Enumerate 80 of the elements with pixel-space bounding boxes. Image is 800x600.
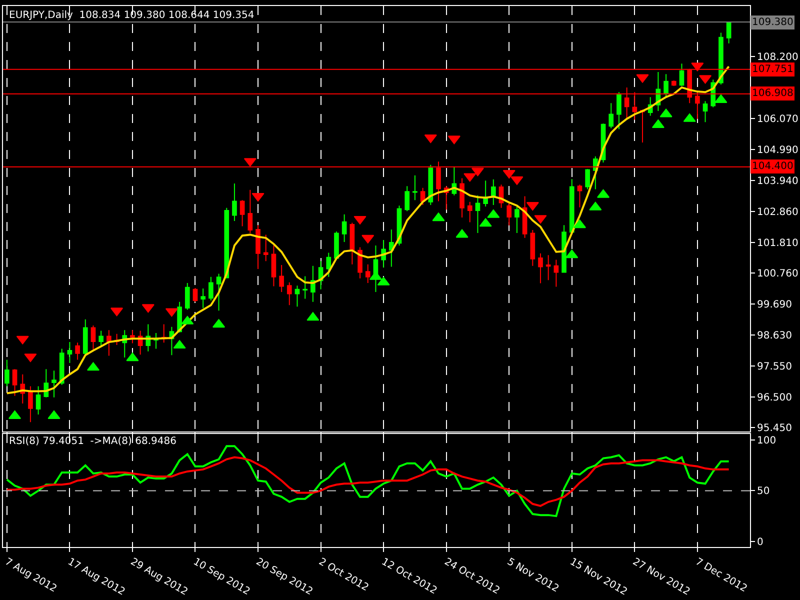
candlestick [67, 342, 72, 364]
candlestick [404, 186, 410, 212]
y-tick-label: 0 [757, 536, 764, 548]
candlestick [286, 282, 292, 306]
candlestick [224, 207, 230, 279]
candlestick [365, 264, 370, 284]
candlestick [200, 288, 206, 309]
candlestick [279, 264, 284, 293]
candlestick [240, 200, 245, 227]
candlestick [28, 386, 33, 423]
candlestick [271, 244, 276, 287]
candlestick [90, 324, 96, 350]
y-tick-label: 95.450 [757, 422, 792, 434]
y-tick-label: 99.690 [757, 299, 792, 310]
candlestick [554, 259, 559, 288]
candlestick [232, 182, 237, 222]
y-tick-label: 98.630 [757, 330, 792, 342]
candlestick [664, 74, 668, 98]
candlestick [718, 32, 724, 86]
candlestick [256, 224, 260, 270]
chart-title: RSI(8) 79.4051 ->MA(8) 68.9486 [9, 436, 176, 447]
candlestick [460, 178, 464, 218]
line-series [6, 445, 730, 518]
candlestick [192, 287, 198, 302]
y-tick-label: 103.940 [757, 176, 798, 187]
chart-title: EURJPY,Daily 108.834 109.380 108.644 109.354 [9, 10, 254, 21]
y-tick-label: 102.860 [757, 207, 798, 218]
candlestick [358, 246, 362, 279]
candlestick [490, 178, 496, 206]
candlestick [388, 228, 394, 268]
candlestick [294, 285, 300, 308]
candlestick [577, 184, 582, 208]
candlestick [263, 234, 268, 262]
candlestick [671, 80, 676, 87]
candlestick [98, 330, 104, 346]
ref-line-label: 107.751 [752, 64, 794, 75]
line-series [6, 66, 730, 394]
y-tick-label: 100.760 [757, 268, 798, 280]
candlestick [59, 348, 64, 386]
candlestick [546, 254, 551, 281]
y-tick-label: 50 [757, 486, 770, 498]
candlestick [184, 282, 190, 310]
ref-line-label: 109.380 [752, 17, 794, 28]
candlestick [130, 330, 135, 344]
candlestick [4, 359, 10, 387]
candlestick [530, 230, 536, 266]
candlestick [75, 342, 80, 360]
candlestick [616, 92, 622, 130]
y-tick-label: 100 [757, 436, 776, 447]
candlestick [679, 63, 684, 87]
candlestick [608, 102, 614, 129]
candlestick [326, 252, 332, 278]
candlestick [506, 201, 512, 226]
candlestick [538, 252, 543, 284]
y-tick-label: 106.070 [757, 114, 798, 125]
candlestick [216, 273, 222, 312]
candlestick [302, 276, 308, 300]
candlestick [467, 201, 472, 223]
candlestick [726, 22, 732, 44]
candlestick [514, 206, 520, 234]
candlestick [12, 368, 18, 396]
candlestick [82, 318, 88, 356]
candlestick [342, 214, 347, 242]
candlestick [585, 168, 590, 190]
candlestick [412, 174, 418, 201]
y-tick-label: 104.990 [757, 145, 798, 156]
candlestick [350, 222, 355, 265]
candlestick [52, 370, 56, 398]
candlestick [428, 164, 434, 206]
y-tick-label: 101.810 [757, 238, 798, 249]
ref-line-label: 106.908 [752, 88, 794, 99]
y-tick-label: 108.200 [757, 52, 798, 63]
ref-line-label: 104.400 [752, 161, 794, 172]
y-tick-label: 96.500 [757, 392, 792, 404]
candlestick [36, 386, 41, 416]
candlestick [106, 330, 112, 356]
y-tick-label: 97.550 [757, 362, 792, 373]
candlestick [702, 100, 708, 123]
candlestick [208, 276, 214, 301]
line-series [6, 456, 730, 507]
